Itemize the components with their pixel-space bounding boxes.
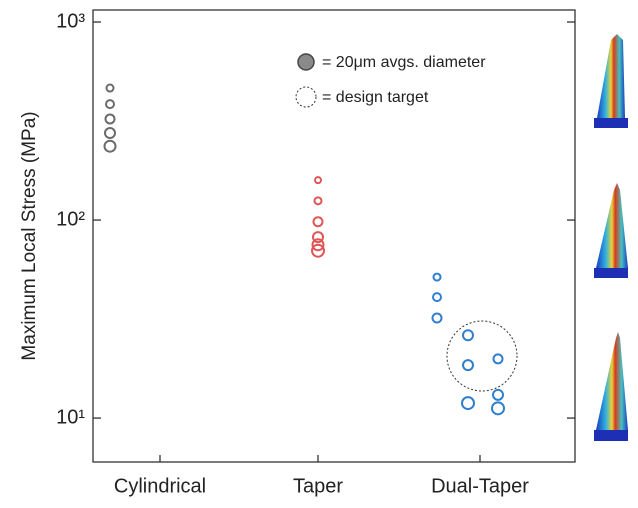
legend-size-text: = 20μm avgs. diameter: [322, 54, 486, 71]
spike-render: [597, 34, 625, 118]
design-target-circle: [446, 320, 518, 392]
data-point: [311, 243, 325, 258]
spike-base: [594, 118, 628, 128]
legend-target-marker: [295, 86, 317, 108]
legend-target-text: = design target: [322, 89, 429, 106]
spike-base: [594, 430, 628, 441]
data-point: [462, 359, 474, 372]
legend-size-marker: [297, 53, 315, 71]
y-tick-label: 10²: [56, 208, 85, 230]
x-tick-label: Dual-Taper: [431, 475, 529, 497]
data-point: [104, 127, 116, 140]
spike-renders: [594, 34, 628, 441]
plot-frame: [92, 9, 576, 463]
data-point: [103, 139, 117, 153]
data-point: [311, 238, 325, 252]
legend: = 20μm avgs. diameter = design target: [295, 53, 486, 108]
x-tick-label: Taper: [293, 475, 343, 497]
data-point: [104, 113, 116, 125]
spike-render: [596, 183, 628, 268]
x-tick-label: Cylindrical: [114, 475, 206, 497]
data-point: [314, 176, 322, 185]
data-point: [432, 292, 442, 303]
spike-render: [596, 332, 628, 430]
y-tick-label: 10³: [56, 10, 85, 32]
data-point: [105, 99, 115, 110]
data-point: [492, 353, 504, 365]
data-point: [462, 329, 474, 342]
data-point: [105, 83, 115, 93]
y-tick-label: 10¹: [56, 406, 85, 428]
spike-base: [594, 268, 628, 278]
data-point: [313, 196, 323, 206]
data-point: [461, 396, 475, 411]
data-point: [491, 401, 505, 416]
data-point: [312, 216, 324, 228]
data-point: [432, 272, 442, 282]
y-axis-label: Maximum Local Stress (MPa): [19, 111, 40, 360]
data-point: [492, 388, 504, 401]
data-point: [312, 231, 324, 244]
data-point: [431, 312, 443, 324]
